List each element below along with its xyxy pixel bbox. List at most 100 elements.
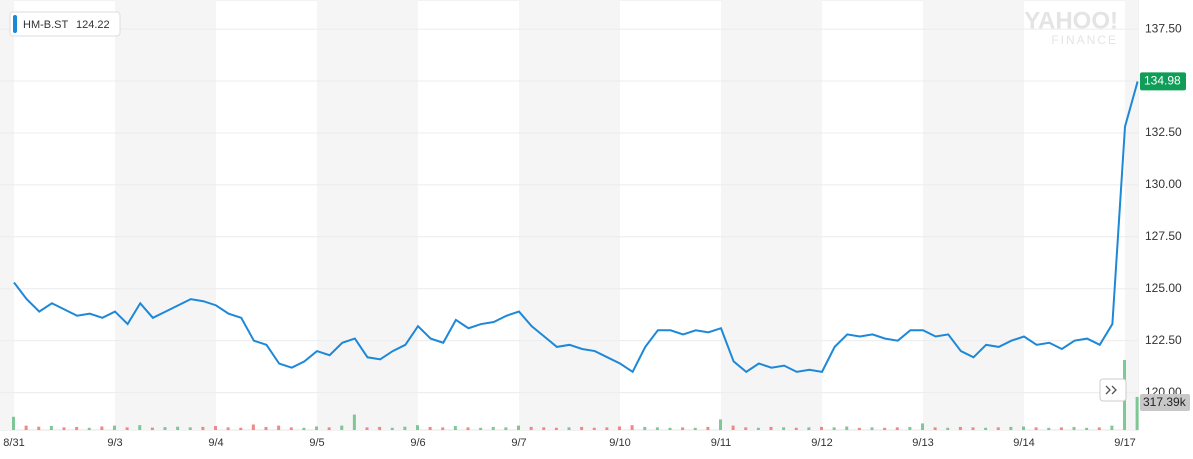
volume-bar [479, 427, 483, 430]
legend[interactable]: HM-B.ST 124.22 [9, 11, 121, 37]
volume-bar [933, 427, 937, 430]
y-tick-label: 132.50 [1145, 125, 1182, 139]
volume-bar [845, 426, 849, 430]
volume-bar [150, 427, 154, 430]
day-band [1125, 0, 1138, 430]
volume-bar [163, 427, 167, 430]
day-band [0, 0, 14, 430]
day-bands [0, 0, 1139, 431]
y-tick-label: 125.00 [1145, 281, 1182, 295]
volume-bar [428, 426, 432, 430]
volume-bar [125, 427, 129, 430]
x-tick-label: 9/5 [309, 437, 324, 449]
volume-bar [390, 427, 394, 430]
volume-bar [315, 426, 318, 430]
button-box [1099, 378, 1127, 402]
y-tick-label: 130.00 [1145, 177, 1182, 191]
volume-label: 317.39k [1143, 395, 1187, 409]
volume-bar [100, 426, 104, 430]
volume-bar [1097, 427, 1101, 430]
volume-bar [668, 427, 672, 430]
volume-bar [264, 426, 268, 430]
volume-bar [908, 426, 912, 430]
volume-bar [62, 427, 66, 430]
x-tick-label: 9/10 [609, 437, 630, 449]
volume-bar [403, 426, 407, 430]
volume-bar [1072, 426, 1076, 430]
volume-bar [895, 427, 899, 430]
volume-bar [605, 427, 609, 430]
volume-bar [251, 424, 255, 430]
watermark: YAHOO! [1024, 7, 1118, 34]
legend-box [9, 11, 121, 37]
volume-bar [416, 425, 419, 430]
volume-bar [756, 427, 760, 430]
volume-bar [769, 426, 773, 430]
x-tick-label: 9/6 [410, 437, 425, 449]
day-band [923, 0, 1024, 430]
day-band [115, 0, 216, 430]
volume-bar [1110, 425, 1114, 430]
x-tick-label: 9/17 [1114, 437, 1135, 449]
volume-bar [176, 426, 180, 430]
volume-bar [75, 426, 79, 430]
volume-bar [441, 427, 445, 430]
day-band [721, 0, 822, 430]
volume-bar [996, 427, 1000, 430]
x-tick-label: 9/7 [511, 437, 526, 449]
volume-bar [340, 425, 344, 430]
volume-bar [87, 427, 91, 430]
volume-bar [226, 427, 230, 430]
volume-bar [794, 427, 798, 430]
volume-bar [113, 425, 116, 430]
volume-bar [352, 414, 356, 430]
legend-name: HM-B.ST [23, 19, 69, 31]
volume-bar [731, 425, 735, 430]
volume-bar [643, 426, 647, 430]
volume-bar [857, 427, 861, 430]
volume-bar [1135, 396, 1139, 430]
volume-tag [1140, 394, 1190, 411]
x-tick-label: 9/14 [1013, 437, 1034, 449]
volume-bar [529, 426, 533, 430]
volume-bar [289, 427, 293, 430]
volume-bar [958, 426, 962, 430]
x-tick-label: 9/11 [711, 437, 732, 449]
y-tick-label: 127.50 [1145, 229, 1182, 243]
x-tick-label: 8/31 [3, 437, 24, 449]
volume-bar [201, 426, 205, 430]
button-icon [1105, 385, 1117, 395]
volume-bar [580, 426, 584, 430]
volume-bar [504, 427, 508, 430]
volume-bar [378, 426, 382, 430]
volume-bar [466, 427, 470, 430]
volume-bar [946, 427, 950, 430]
volume-bar [655, 427, 659, 430]
volume-bar [1034, 427, 1038, 430]
volume-bar [214, 426, 217, 430]
volume-bar [820, 426, 823, 430]
price-tag [1140, 72, 1186, 91]
volume-bar [1059, 427, 1063, 430]
volume-bar [491, 426, 495, 430]
volume-bar [1009, 426, 1013, 430]
expand-button[interactable] [1099, 378, 1127, 402]
volume-bar [782, 427, 786, 430]
volume-bar [37, 426, 41, 430]
volume-bar [327, 427, 331, 430]
volume-bar [239, 427, 243, 430]
day-band [317, 0, 418, 430]
x-tick-label: 9/13 [912, 437, 933, 449]
legend-swatch [13, 15, 17, 33]
price-line [13, 81, 1139, 374]
volume-bar [618, 426, 621, 430]
volume-bar [24, 425, 28, 430]
volume-bar [870, 427, 874, 430]
volume-bar [1085, 427, 1089, 430]
watermark: FINANCE [1051, 33, 1118, 47]
day-band [519, 0, 620, 430]
volume-bar [542, 427, 546, 430]
volume-bar [984, 427, 988, 430]
volume-bar [12, 416, 15, 430]
volume-bar [630, 425, 634, 430]
